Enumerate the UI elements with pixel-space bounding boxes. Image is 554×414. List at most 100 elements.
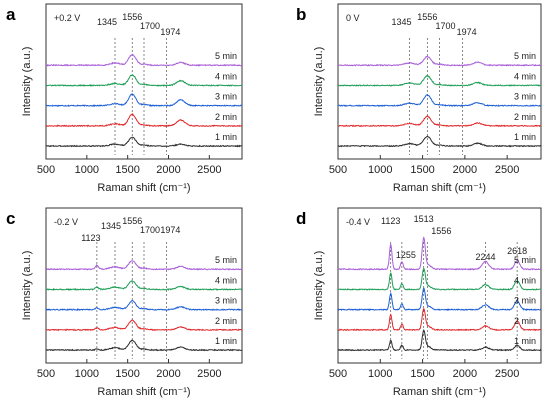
series-label: 2 min [215,316,237,326]
panel-letter: a [6,5,16,24]
panel-letter: b [296,5,306,24]
series-line-1-min [45,339,243,352]
x-tick-label: 500 [329,368,347,380]
x-tick-label: 2500 [197,368,221,380]
series-line-1-min [337,329,542,352]
x-axis-label: Raman shift (cm⁻¹) [97,182,190,194]
panel-b: b 0 V 1 min 2 min 3 min 4 min 5 min 1345 1556170… [296,3,542,194]
series-line-2-min [46,112,242,128]
x-tick-label: 500 [37,164,55,176]
series-line-2-min [338,115,542,128]
plot-frame [45,207,243,364]
series-label: 2 min [215,112,237,122]
peak-label: 2618 [507,246,527,256]
y-axis-label: Intensity (a.u.) [21,251,33,321]
series-line-4-min [45,280,243,291]
x-axis-label: Raman shift (cm⁻¹) [97,386,190,398]
series-line-3-min [337,286,542,312]
series-line-5-min [45,260,243,271]
series-line-3-min [45,299,243,312]
voltage-label: 0 V [346,13,360,23]
peak-label: 1345 [97,17,117,27]
series-line-1-min [45,136,243,148]
series-line-5-min [337,55,542,67]
peak-label: 1700 [435,21,455,31]
peak-label: 1556 [417,12,437,22]
series-line-5-min [45,53,243,67]
plot-frame [45,3,243,160]
y-axis-label: Intensity (a.u.) [21,47,33,117]
series-label: 2 min [514,112,536,122]
peak-label: 1974 [160,27,180,37]
peak-label: 1974 [160,225,180,235]
x-tick-label: 2500 [495,368,519,380]
peak-label: 1513 [414,214,434,224]
x-tick-label: 1500 [410,164,434,176]
plot-frame [337,207,542,364]
peak-label: 1255 [396,250,416,260]
peak-label: 1556 [122,12,142,22]
series-line-5-min [338,236,542,271]
x-axis-label: Raman shift (cm⁻¹) [393,386,486,398]
plot-frame [337,3,542,160]
x-tick-label: 1500 [410,368,434,380]
x-tick-label: 1000 [75,368,99,380]
x-tick-label: 2500 [495,164,519,176]
series-line-2-min [337,307,542,332]
x-tick-label: 2000 [156,368,180,380]
series-label: 1 min [514,132,536,142]
peak-label: 1123 [381,216,400,226]
peak-label: 1123 [81,233,100,243]
x-tick-label: 2000 [453,164,477,176]
series-label: 4 min [514,275,536,285]
series-line-3-min [45,93,243,108]
x-tick-label: 500 [329,164,347,176]
series-line-4-min [337,75,542,87]
series-label: 3 min [215,92,237,102]
series-label: 1 min [514,336,536,346]
series-label: 5 min [215,51,237,61]
x-axis-label: Raman shift (cm⁻¹) [393,182,486,194]
voltage-label: +0.2 V [54,13,80,23]
x-tick-label: 1500 [115,368,139,380]
peak-label: 1345 [101,221,121,231]
x-tick-label: 2000 [453,368,477,380]
series-label: 5 min [514,51,536,61]
peak-label: 1700 [140,225,160,235]
peak-label: 1556 [122,216,142,226]
series-line-4-min [337,267,542,291]
series-label: 5 min [514,255,536,265]
series-label: 1 min [215,132,237,142]
y-axis-label: Intensity (a.u.) [313,47,325,117]
series-label: 3 min [215,296,237,306]
series-line-3-min [337,94,542,107]
voltage-label: -0.4 V [346,217,370,227]
series-label: 1 min [215,336,237,346]
series-label: 3 min [514,296,536,306]
series-label: 5 min [215,255,237,265]
series-label: 4 min [215,275,237,285]
panel-a: a +0.2 V 1 min 2 min 3 min 4 min 5 min 1345 1556… [6,3,243,194]
series-label: 3 min [514,92,536,102]
peak-label: 1974 [457,27,477,37]
x-tick-label: 1000 [368,164,392,176]
panel-letter: c [6,209,15,228]
panel-d: d -0.4 V 1 min 2 min 3 min 4 min 5 min 1123 1255… [296,207,542,398]
panel-letter: d [296,209,306,228]
voltage-label: -0.2 V [54,217,78,227]
x-tick-label: 1000 [75,164,99,176]
series-line-1-min [337,135,542,148]
x-tick-label: 1000 [368,368,392,380]
x-tick-label: 1500 [115,164,139,176]
y-axis-label: Intensity (a.u.) [313,251,325,321]
series-line-4-min [45,74,243,87]
peak-label: 2244 [475,252,495,262]
panel-c: c -0.2 V 1 min 2 min 3 min 4 min 5 min 11231345… [6,207,243,398]
peak-label: 1700 [140,21,160,31]
series-label: 4 min [514,71,536,81]
x-tick-label: 500 [37,368,55,380]
series-label: 4 min [215,71,237,81]
x-tick-label: 2000 [156,164,180,176]
series-line-2-min [46,319,243,332]
